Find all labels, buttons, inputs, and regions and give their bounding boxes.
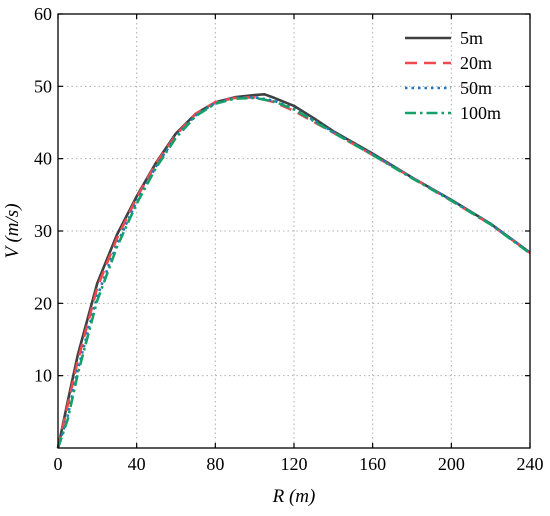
- y-tick-label: 10: [34, 366, 52, 386]
- y-tick-label: 30: [34, 221, 52, 241]
- x-tick-label: 80: [206, 454, 224, 474]
- legend-label-5m: 5m: [460, 28, 483, 48]
- series-line-50m: [56, 95, 531, 449]
- y-axis-title: V (m/s): [2, 203, 23, 258]
- x-tick-labels: 0 40 80 120 160 200 240: [54, 454, 544, 474]
- legend-label-50m: 50m: [460, 78, 492, 98]
- axis-ticks: [57, 13, 531, 448]
- x-tick-label: 240: [517, 454, 544, 474]
- x-tick-label: 160: [359, 454, 386, 474]
- series-line-100m: [56, 96, 531, 449]
- x-tick-label: 200: [438, 454, 465, 474]
- series-group: [56, 93, 531, 449]
- y-tick-label: 20: [34, 293, 52, 313]
- grid-lines: [58, 14, 530, 448]
- legend: 5m 20m 50m 100m: [405, 28, 501, 123]
- y-tick-labels: 10 20 30 40 50 60: [34, 4, 52, 386]
- y-tick-label: 50: [34, 76, 52, 96]
- x-tick-label: 120: [281, 454, 308, 474]
- x-axis-title: R (m): [272, 486, 316, 507]
- legend-label-100m: 100m: [460, 103, 501, 123]
- y-tick-label: 40: [34, 149, 52, 169]
- legend-label-20m: 20m: [460, 53, 492, 73]
- x-tick-label: 40: [128, 454, 146, 474]
- x-tick-label: 0: [54, 454, 63, 474]
- y-tick-label: 60: [34, 4, 52, 24]
